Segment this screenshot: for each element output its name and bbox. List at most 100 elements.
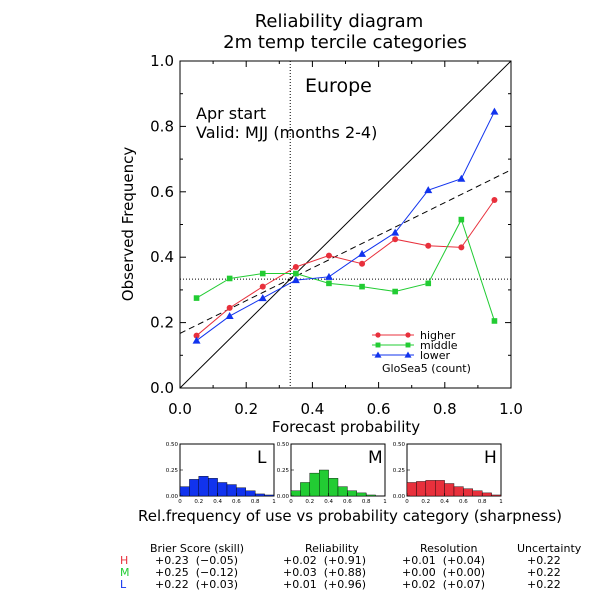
x-tick-label: 0.0 — [168, 400, 192, 418]
plot-series — [192, 107, 499, 344]
stats-row-l-label: L — [120, 578, 127, 591]
stats-row-h-label: H — [120, 554, 128, 567]
plot-guides — [179, 60, 512, 389]
x-tick-label: 0.4 — [300, 400, 324, 418]
histogram-M-bar — [337, 486, 348, 497]
histogram-L-bar — [189, 479, 199, 497]
histogram-H-bar — [406, 482, 417, 497]
stats-row-l-reliability: +0.01 (+0.96) — [283, 578, 366, 591]
stats-row-l-uncertainty: +0.22 — [527, 578, 561, 591]
stats-header-resolution: Resolution — [420, 542, 478, 555]
x-tick-label: 0.2 — [234, 400, 258, 418]
series-middle-point — [491, 318, 498, 324]
x-tick-label: 0.6 — [367, 400, 391, 418]
histogram-M-bar — [328, 478, 339, 497]
stats-row-m-uncertainty: +0.22 — [527, 566, 561, 579]
stats-header-brier: Brier Score (skill) — [150, 542, 244, 555]
histogram-H-bar — [453, 486, 464, 497]
stats-row-m-brier: +0.25 (−0.12) — [155, 566, 238, 579]
series-lower-point — [192, 336, 201, 344]
histogram-M-bar — [319, 469, 329, 497]
sharpness-caption: Rel.frequency of use vs probability cate… — [138, 507, 562, 525]
histogram-x-tick-label: 1 — [272, 499, 276, 505]
histogram-H-bar — [444, 483, 455, 497]
series-higher-point — [259, 283, 266, 290]
histogram-L-bar — [245, 490, 256, 497]
y-axis-label: Observed Frequency — [119, 147, 137, 302]
histogram-L-bar — [264, 494, 275, 497]
histogram-y-tick-label: 0.50 — [277, 442, 290, 448]
histogram-x-tick-label: 0.2 — [305, 499, 314, 505]
legend-lower-label: lower — [420, 349, 451, 362]
histogram-x-tick-label: 0.4 — [324, 499, 333, 505]
series-middle-point — [226, 275, 233, 282]
annotation-line-1: Apr start — [196, 104, 266, 123]
legend-caption: GloSea5 (count) — [382, 362, 471, 375]
histogram-L-bar — [179, 486, 190, 497]
x-axis-label: Forecast probability — [272, 418, 420, 436]
histogram-y-tick-label: 0.50 — [393, 442, 406, 448]
histogram-y-tick-label: 0.25 — [277, 468, 290, 474]
series-higher-point — [425, 242, 432, 249]
histogram-x-tick-label: 0.4 — [213, 499, 222, 505]
histogram-H-bar — [472, 490, 483, 497]
series-lower-point — [424, 186, 433, 194]
stats-row-h-resolution: +0.01 (+0.04) — [402, 554, 485, 567]
series-lower-point — [324, 272, 333, 280]
legend-higher-marker — [405, 332, 411, 338]
legend-middle-marker — [375, 342, 381, 348]
chart-title-line-2: 2m temp tercile categories — [223, 32, 467, 53]
histogram-H-bar — [416, 481, 426, 497]
histogram-M-letter: M — [368, 448, 383, 468]
perfect-reliability-line — [179, 60, 512, 389]
stats-row-m-reliability: +0.03 (+0.88) — [283, 566, 366, 579]
series-lower-point — [225, 312, 234, 320]
histogram-x-tick-label: 0 — [178, 499, 182, 505]
legend-middle-label: middle — [420, 339, 458, 352]
histogram-L-bar — [217, 482, 228, 497]
no-skill-line — [179, 169, 512, 334]
histogram-x-tick-label: 0.6 — [343, 499, 352, 505]
y-tick-label: 0.2 — [150, 314, 174, 332]
series-lower-point — [291, 276, 300, 284]
series-higher-point — [359, 260, 366, 267]
series-higher-point — [325, 252, 332, 259]
histogram-x-tick-label: 0.4 — [440, 499, 449, 505]
histogram-x-tick-label: 1 — [383, 499, 387, 505]
histogram-M-bar — [356, 492, 367, 497]
region-label: Europe — [305, 75, 372, 97]
series-higher-point — [193, 332, 200, 339]
series-middle-point — [392, 288, 398, 295]
histogram-x-tick-label: 0.2 — [421, 499, 430, 505]
histogram-y-tick-label: 0.50 — [166, 442, 179, 448]
histogram-x-tick-label: 0 — [289, 499, 293, 505]
histogram-y-tick-label: 0.00 — [277, 494, 290, 500]
stats-row-h-reliability: +0.02 (+0.91) — [283, 554, 366, 567]
legend-higher-label: higher — [420, 329, 456, 342]
y-tick-label: 0.4 — [150, 248, 174, 266]
histogram-H-bar — [425, 480, 436, 497]
histogram-x-tick-label: 0.2 — [194, 499, 203, 505]
histogram-M-bar — [290, 490, 301, 497]
x-tick-label: 1.0 — [499, 400, 523, 418]
histogram-y-tick-label: 0.25 — [393, 468, 406, 474]
series-lower-point — [490, 107, 499, 115]
y-tick-label: 0.6 — [150, 183, 174, 201]
legend-lower-marker — [374, 351, 382, 358]
histogram-x-tick-label: 1 — [499, 499, 503, 505]
stats-row-m-label: M — [120, 566, 130, 579]
series-higher-point — [226, 304, 233, 311]
histogram-M-bar — [300, 482, 310, 497]
histogram-y-tick-label: 0.00 — [166, 494, 179, 500]
histogram-L-bar — [207, 478, 218, 497]
histogram-H-bar — [435, 480, 445, 497]
series-middle-line — [196, 218, 495, 322]
series-higher-point — [392, 236, 399, 243]
series-middle-point — [359, 283, 365, 290]
legend-higher-marker — [375, 332, 381, 338]
series-lower-point — [391, 228, 400, 236]
histogram-L-bar — [236, 487, 246, 497]
series-middle-point — [458, 216, 465, 223]
histogram-M-bar — [366, 494, 376, 497]
